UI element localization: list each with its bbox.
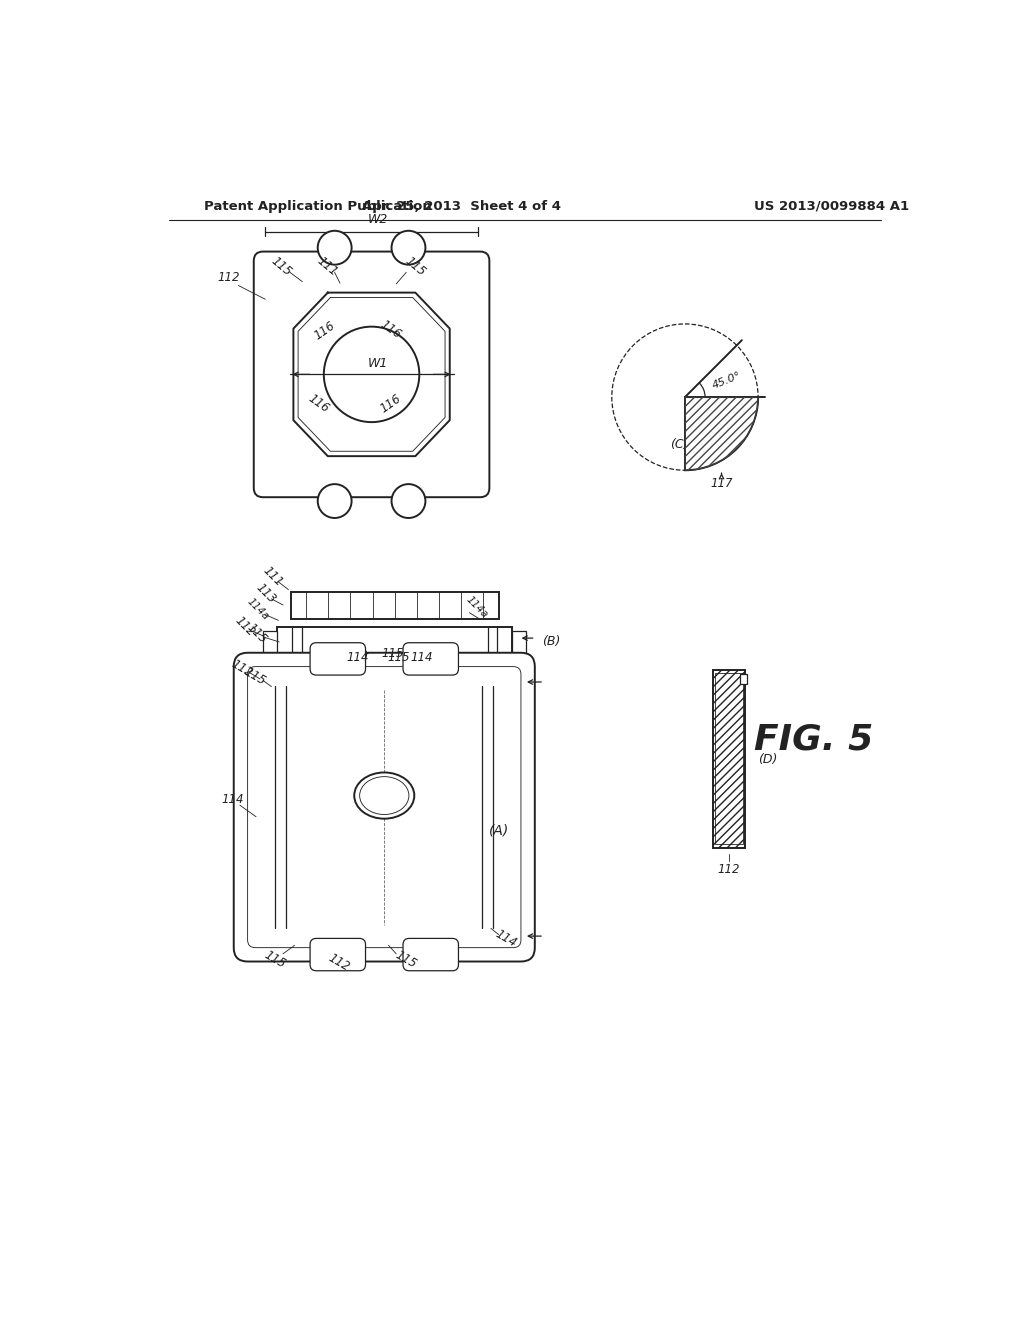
FancyBboxPatch shape [310,643,366,675]
FancyBboxPatch shape [310,939,366,970]
Text: 113: 113 [254,581,279,606]
FancyBboxPatch shape [333,656,362,672]
Text: 114a: 114a [464,594,489,620]
Text: 112: 112 [326,952,351,974]
Ellipse shape [359,776,409,814]
Text: 115: 115 [268,253,294,279]
Bar [376,656,414,667]
Text: W2: W2 [368,213,388,226]
Text: (E): (E) [729,430,746,444]
Wedge shape [685,397,758,470]
Text: 115: 115 [262,948,289,970]
Text: 114: 114 [221,793,244,807]
FancyBboxPatch shape [403,939,459,970]
Text: 115: 115 [381,647,403,660]
Circle shape [317,484,351,517]
Text: W1: W1 [368,358,388,370]
Text: 115: 115 [245,620,269,645]
Text: 114: 114 [334,649,356,663]
Circle shape [317,231,351,264]
FancyBboxPatch shape [254,252,489,498]
Bar [512,631,526,655]
Text: 112: 112 [718,862,740,875]
Bar [740,673,746,684]
Text: 112: 112 [218,271,241,284]
Bar [263,631,276,655]
Text: US 2013/0099884 A1: US 2013/0099884 A1 [755,199,909,213]
Text: (B): (B) [542,635,560,648]
Text: (D): (D) [759,752,778,766]
Text: 112: 112 [229,657,255,680]
Text: 114: 114 [494,927,519,949]
Text: 116: 116 [311,319,338,343]
Text: 115: 115 [402,253,428,279]
Text: 114: 114 [411,651,433,664]
Bar [276,627,512,657]
Text: 112: 112 [232,614,257,639]
Text: 117: 117 [711,477,733,490]
Text: 115: 115 [393,948,419,970]
Text: 114a: 114a [245,597,270,622]
Text: FIG. 5: FIG. 5 [755,723,873,756]
Text: 116: 116 [378,318,403,341]
Bar [291,591,499,619]
Text: 115: 115 [387,651,410,664]
Text: 111: 111 [260,564,286,589]
Circle shape [391,231,425,264]
Text: 114: 114 [346,651,369,664]
Text: 116: 116 [378,392,403,414]
Text: 116: 116 [305,392,332,414]
FancyBboxPatch shape [403,643,459,675]
FancyBboxPatch shape [427,656,457,672]
Text: 114: 114 [402,647,425,660]
Text: 115: 115 [243,665,268,688]
FancyBboxPatch shape [233,653,535,961]
Text: (A): (A) [489,824,510,837]
Text: (C): (C) [670,438,688,451]
Bar [715,673,742,843]
Ellipse shape [354,772,415,818]
Text: 111: 111 [315,253,340,279]
Bar [713,671,745,847]
Text: 45.0°: 45.0° [712,370,743,391]
Text: Patent Application Publication: Patent Application Publication [204,199,431,213]
Text: Apr. 25, 2013  Sheet 4 of 4: Apr. 25, 2013 Sheet 4 of 4 [362,199,561,213]
Bar [713,671,745,847]
Circle shape [391,484,425,517]
